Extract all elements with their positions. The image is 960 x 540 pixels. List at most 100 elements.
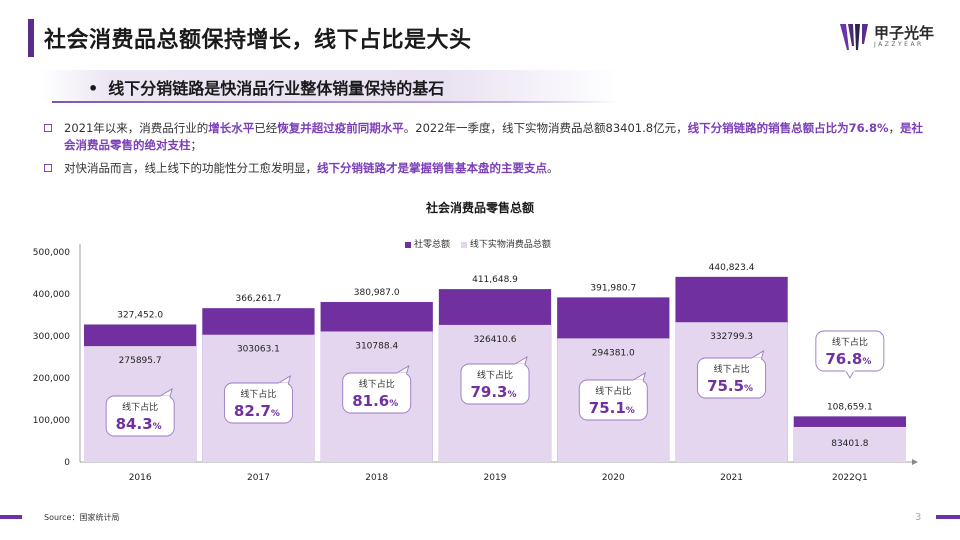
highlight-text: 增长水平: [208, 121, 255, 135]
legend-item-offline: 线下实物消费品总额: [460, 237, 551, 250]
bullet-item: 对快消品而言，线上线下的功能性分工愈发明显，线下分销链路才是掌握销售基本盘的主要…: [40, 160, 930, 177]
x-tick-label: 2016: [129, 473, 152, 483]
legend-swatch-offline: [460, 241, 467, 248]
x-tick-label: 2021: [720, 473, 743, 483]
ratio-callout-label: 线下占比: [122, 401, 158, 413]
ratio-callout-tail: [845, 370, 855, 379]
data-label-offline: 275895.7: [119, 356, 162, 366]
y-tick-label: 100,000: [33, 416, 70, 426]
legend-label-total: 社零总额: [414, 240, 451, 250]
highlight-text: 是社会消费品零售的绝对支柱: [64, 121, 923, 152]
ratio-callout-box: [223, 382, 293, 424]
x-tick-label: 2019: [484, 473, 507, 483]
subtitle: • 线下分销链路是快消品行业整体销量保持的基石: [88, 75, 444, 99]
data-label-total: 366,261.7: [236, 294, 282, 304]
bullet-text: 2021年以来，消费品行业的: [64, 121, 209, 135]
ratio-callout-tail-mask: [633, 379, 643, 383]
highlight-text: 线下分销链路的销售总额占比为76.8%: [687, 121, 889, 135]
x-tick-label: 2020: [602, 473, 625, 483]
ratio-callout-tail-mask: [515, 363, 525, 367]
highlight-text: 恢复并超过疫前同期水平: [277, 121, 404, 135]
subtitle-underline: [52, 101, 620, 103]
bullet-text: 。: [547, 161, 559, 175]
ratio-callout-label: 线下占比: [714, 363, 750, 375]
page-title: 社会消费品总额保持增长，线下占比是大头: [44, 28, 472, 53]
ratio-callout-label: 线下占比: [832, 336, 868, 348]
ratio-callout-tail-mask: [160, 395, 170, 399]
data-label-total: 411,648.9: [472, 275, 518, 285]
bullet-text: ；: [190, 138, 203, 152]
ratio-callout-unit: %: [626, 406, 635, 416]
logo-subtext: JAZZYEAR: [874, 41, 924, 48]
x-tick-label: 2022Q1: [832, 473, 868, 483]
y-tick-label: 300,000: [33, 332, 70, 342]
ratio-callout-label: 线下占比: [359, 378, 395, 390]
bar-offline: [793, 426, 906, 462]
ratio-callout-value: 82.7: [234, 402, 271, 420]
ratio-callout-unit: %: [862, 357, 871, 367]
subtitle-bullet: •: [88, 79, 99, 98]
y-tick-label: 500,000: [33, 248, 70, 258]
source-note: Source：国家统计局: [44, 513, 120, 522]
bullet-list: 2021年以来，消费品行业的增长水平已经恢复并超过疫前同期水平。2022年一季度…: [40, 120, 930, 183]
x-axis-arrow-icon: [912, 459, 918, 465]
ratio-callout-tail-mask: [845, 369, 855, 372]
ratio-callout-tail-mask: [752, 357, 762, 361]
bullet-item: 2021年以来，消费品行业的增长水平已经恢复并超过疫前同期水平。2022年一季度…: [40, 120, 930, 154]
y-tick-label: 400,000: [33, 290, 70, 300]
data-label-offline: 294381.0: [592, 348, 635, 358]
ratio-callout-box: [578, 379, 648, 421]
ratio-callout-unit: %: [389, 399, 398, 409]
ratio-callout-label: 线下占比: [240, 388, 276, 400]
y-tick-label: 200,000: [33, 374, 70, 384]
subtitle-text: 线下分销链路是快消品行业整体销量保持的基石: [108, 79, 445, 98]
data-label-total: 380,987.0: [354, 288, 400, 298]
data-label-offline: 83401.8: [831, 439, 868, 449]
chart-legend: 社零总额 线下实物消费品总额: [405, 237, 559, 250]
bullet-text: 已经: [254, 121, 278, 135]
footer-accent-left: [0, 515, 22, 519]
bullet-square-icon: [44, 124, 52, 132]
data-label-offline: 303063.1: [237, 345, 280, 355]
chart-title: 社会消费品零售总额: [425, 201, 534, 215]
ratio-callout-box: [342, 372, 412, 414]
jazzyear-logo-icon: [840, 24, 868, 50]
ratio-callout-unit: %: [271, 409, 280, 419]
subtitle-band: [40, 70, 620, 102]
ratio-callout-value: 75.5: [707, 377, 744, 395]
x-tick-label: 2017: [247, 473, 270, 483]
ratio-callout-tail-mask: [397, 372, 407, 376]
footer-accent-right: [936, 515, 960, 519]
legend-swatch-total: [405, 241, 411, 248]
data-label-total: 440,823.4: [709, 263, 755, 273]
data-label-total: 391,980.7: [590, 283, 636, 293]
logo-text: 甲子光年: [874, 24, 935, 42]
title-accent-bar: [28, 19, 34, 57]
ratio-callout-value: 75.1: [589, 399, 626, 417]
data-label-offline: 326410.6: [474, 335, 517, 345]
y-tick-label: 0: [64, 458, 70, 468]
ratio-callout-box: [105, 395, 175, 437]
ratio-callout-value: 79.3: [470, 383, 507, 401]
ratio-callout-value: 84.3: [116, 415, 153, 433]
bullet-text: ，: [888, 121, 901, 135]
page-number: 3: [915, 512, 922, 523]
data-label-total: 108,659.1: [827, 402, 873, 412]
ratio-callout-label: 线下占比: [595, 385, 631, 397]
data-label-offline: 310788.4: [355, 341, 398, 351]
ratio-callout-label: 线下占比: [477, 369, 513, 381]
bullet-text: 。2022年一季度，线下实物消费品总额83401.8亿元，: [403, 121, 688, 135]
data-label-total: 327,452.0: [117, 310, 163, 320]
legend-label-offline: 线下实物消费品总额: [469, 240, 551, 250]
x-tick-label: 2018: [365, 473, 388, 483]
ratio-callout-box: [697, 357, 767, 399]
bullet-text: 对快消品而言，线上线下的功能性分工愈发明显，: [64, 161, 317, 175]
ratio-callout-unit: %: [744, 384, 753, 394]
ratio-callout-tail-mask: [278, 382, 288, 386]
ratio-callout-value: 81.6: [352, 392, 389, 410]
ratio-callout-box: [460, 363, 530, 405]
ratio-callout-value: 76.8: [825, 350, 862, 368]
data-label-offline: 332799.3: [710, 332, 753, 342]
bullet-square-icon: [44, 164, 52, 172]
